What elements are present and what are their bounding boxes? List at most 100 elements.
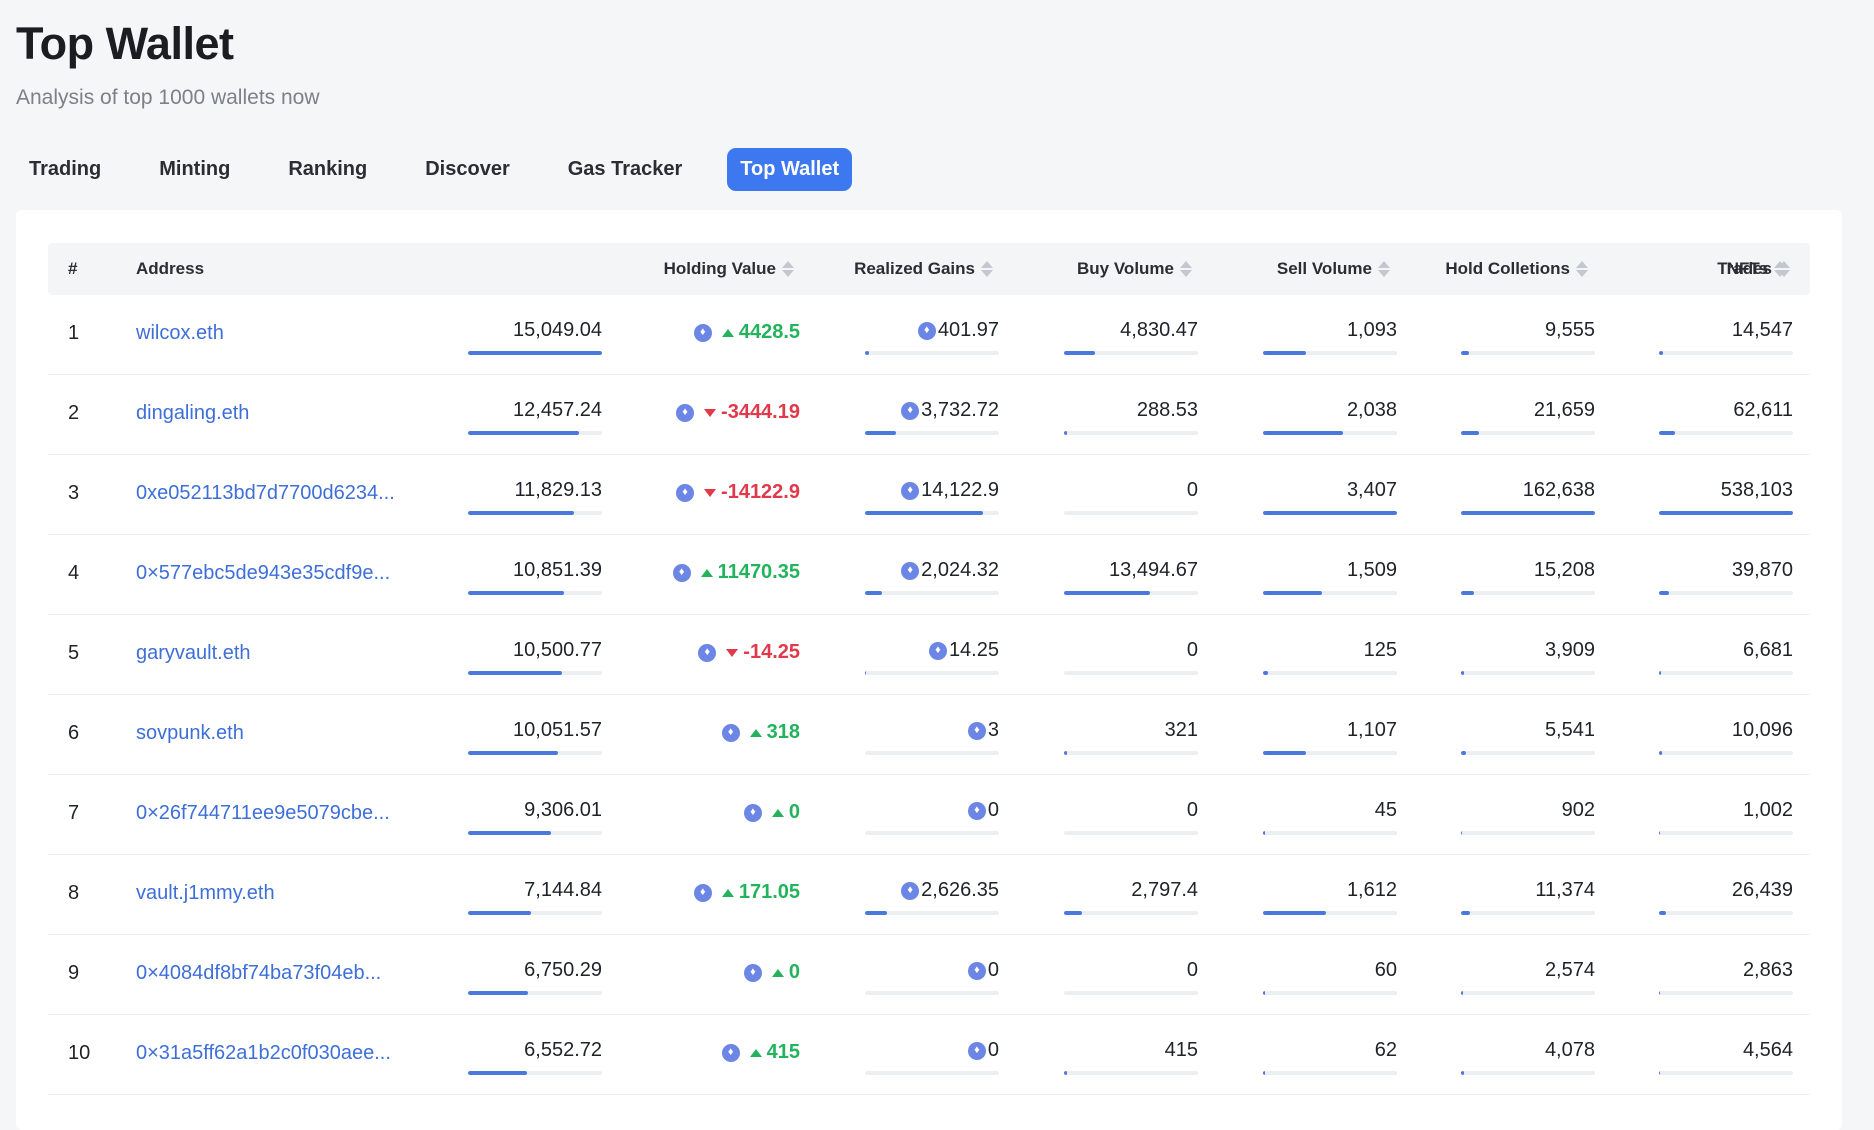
table-row[interactable]: 3 0xe052113bd7d7700d6234... 11,829.13 ♦ 14,1… bbox=[48, 455, 1810, 535]
trades-count-value: 39,870 bbox=[1731, 559, 1793, 581]
sell-volume-bar bbox=[1064, 831, 1198, 835]
tab-trading[interactable]: Trading bbox=[29, 158, 102, 180]
buy-volume-bar bbox=[865, 431, 999, 435]
column-buy-volume[interactable]: Buy Volume bbox=[1077, 243, 1192, 295]
column-trades[interactable]: Trades bbox=[1717, 243, 1790, 295]
hold-collections-value: 2,038 bbox=[1346, 399, 1397, 421]
trades-count-value: 4,564 bbox=[1742, 1039, 1793, 1061]
wallet-address-link[interactable]: garyvault.eth bbox=[136, 642, 251, 664]
buy-volume-cell: ♦ 14.25 bbox=[865, 639, 999, 679]
tab-gas-tracker[interactable]: Gas Tracker bbox=[567, 158, 683, 180]
tab-minting[interactable]: Minting bbox=[159, 158, 231, 180]
wallet-address-link[interactable]: wilcox.eth bbox=[136, 322, 224, 344]
realized-gains-cell: ♦ -3444.19 bbox=[660, 401, 800, 441]
rank-cell: 5 bbox=[68, 642, 80, 664]
nfts-count-bar bbox=[1461, 671, 1595, 675]
sort-icon[interactable] bbox=[782, 261, 794, 277]
realized-gains-value: 318 bbox=[766, 721, 800, 743]
buy-volume-cell: ♦ 14,122.9 bbox=[865, 479, 999, 519]
table-row[interactable]: 8 vault.j1mmy.eth 7,144.84 ♦ 2,626.35 2,797.4… bbox=[48, 855, 1810, 935]
sort-icon[interactable] bbox=[1180, 261, 1192, 277]
page-title: Top Wallet bbox=[16, 18, 234, 69]
holding-value-value: 15,049.04 bbox=[513, 319, 602, 341]
wallet-address-link[interactable]: sovpunk.eth bbox=[136, 722, 244, 744]
wallet-address-link[interactable]: 0×31a5ff62a1b2c0f030aee... bbox=[136, 1042, 391, 1064]
trades-count-bar bbox=[1659, 351, 1793, 355]
trades-count-value: 14,547 bbox=[1731, 319, 1793, 341]
nfts-count-bar bbox=[1461, 511, 1595, 515]
sort-icon[interactable] bbox=[1378, 261, 1390, 277]
nfts-count-value: 2,574 bbox=[1544, 959, 1595, 981]
holding-value-value: 10,500.77 bbox=[513, 639, 602, 661]
trades-count-value: 6,681 bbox=[1742, 639, 1793, 661]
holding-value-value: 10,851.39 bbox=[513, 559, 602, 581]
table-row[interactable]: 4 0×577ebc5de943e35cdf9e... 10,851.39 ♦ 2,02… bbox=[48, 535, 1810, 615]
nfts-count-cell: 162,638 bbox=[1461, 479, 1595, 519]
table-row[interactable]: 1 wilcox.eth 15,049.04 ♦ 401.97 4,830.47 1,093… bbox=[48, 295, 1810, 375]
table-row[interactable]: 6 sovpunk.eth 10,051.57 ♦ 3 321 1,107 5,541 10,0… bbox=[48, 695, 1810, 775]
trades-count-cell: 6,681 bbox=[1659, 639, 1793, 679]
rank-cell: 9 bbox=[68, 962, 80, 984]
table-row[interactable]: 5 garyvault.eth 10,500.77 ♦ 14.25 0 125 3,909 6,… bbox=[48, 615, 1810, 695]
table-row[interactable]: 9 0×4084df8bf74ba73f04eb... 6,750.29 ♦ 0 0 60 2… bbox=[48, 935, 1810, 1015]
buy-volume-value: 401.97 bbox=[937, 319, 999, 341]
wallet-address-link[interactable]: dingaling.eth bbox=[136, 402, 250, 424]
trades-count-cell: 4,564 bbox=[1659, 1039, 1793, 1079]
hold-collections-bar bbox=[1263, 351, 1397, 355]
trades-count-cell: 62,611 bbox=[1659, 399, 1793, 439]
trades-count-value: 10,096 bbox=[1731, 719, 1793, 741]
buy-volume-cell: ♦ 2,626.35 bbox=[865, 879, 999, 919]
wallet-address-link[interactable]: 0xe052113bd7d7700d6234... bbox=[136, 482, 395, 504]
rank-cell: 7 bbox=[68, 802, 80, 824]
buy-volume-bar bbox=[865, 911, 999, 915]
holding-value-cell: 11,829.13 bbox=[468, 479, 602, 519]
column-hold-collections[interactable]: Hold Colletions bbox=[1445, 243, 1588, 295]
column-realized-gains[interactable]: Realized Gains bbox=[854, 243, 993, 295]
tab-discover[interactable]: Discover bbox=[425, 158, 510, 180]
sort-icon[interactable] bbox=[1778, 261, 1790, 277]
trades-count-bar bbox=[1659, 991, 1793, 995]
table-row[interactable]: 2 dingaling.eth 12,457.24 ♦ 3,732.72 288.53 2,… bbox=[48, 375, 1810, 455]
buy-volume-bar bbox=[865, 751, 999, 755]
hold-collections-value: 125 bbox=[1363, 639, 1397, 661]
column-address-label: Address bbox=[136, 259, 205, 278]
hold-collections-cell: 60 bbox=[1263, 959, 1397, 999]
triangle-up-icon bbox=[721, 328, 734, 337]
nfts-count-value: 11,374 bbox=[1535, 879, 1595, 901]
sort-icon[interactable] bbox=[1576, 261, 1588, 277]
nfts-count-value: 9,555 bbox=[1544, 319, 1595, 341]
holding-value-bar bbox=[468, 911, 602, 915]
wallet-address-link[interactable]: 0×4084df8bf74ba73f04eb... bbox=[136, 962, 382, 984]
hold-collections-value: 62 bbox=[1374, 1039, 1397, 1061]
sell-volume-bar bbox=[1064, 1071, 1198, 1075]
sell-volume-value: 0 bbox=[1186, 799, 1198, 821]
hold-collections-cell: 45 bbox=[1263, 799, 1397, 839]
column-sell-volume[interactable]: Sell Volume bbox=[1277, 243, 1390, 295]
column-holding-value[interactable]: Holding Value bbox=[664, 243, 794, 295]
ethereum-icon: ♦ bbox=[743, 803, 762, 822]
hold-collections-cell: 2,038 bbox=[1263, 399, 1397, 439]
wallet-address-link[interactable]: vault.j1mmy.eth bbox=[136, 882, 275, 904]
table-header: # Address Holding Value Realized Gains B… bbox=[48, 243, 1810, 295]
tab-top-wallet[interactable]: Top Wallet bbox=[727, 148, 853, 191]
table-row[interactable]: 7 0×26f744711ee9e5079cbe... 9,306.01 ♦ 0 0 45 9… bbox=[48, 775, 1810, 855]
buy-volume-cell: ♦ 3,732.72 bbox=[865, 399, 999, 439]
realized-gains-cell: ♦ 318 bbox=[660, 721, 800, 761]
wallet-table-panel: # Address Holding Value Realized Gains B… bbox=[16, 210, 1842, 1130]
hold-collections-bar bbox=[1263, 671, 1397, 675]
wallet-address-link[interactable]: 0×26f744711ee9e5079cbe... bbox=[136, 802, 390, 824]
nfts-count-value: 902 bbox=[1561, 799, 1595, 821]
nfts-count-bar bbox=[1461, 1071, 1595, 1075]
sell-volume-value: 13,494.67 bbox=[1109, 559, 1198, 581]
nfts-count-value: 15,208 bbox=[1533, 559, 1595, 581]
tab-ranking[interactable]: Ranking bbox=[288, 158, 368, 180]
buy-volume-cell: ♦ 2,024.32 bbox=[865, 559, 999, 599]
holding-value-value: 7,144.84 bbox=[524, 879, 602, 901]
sell-volume-value: 4,830.47 bbox=[1120, 319, 1198, 341]
nfts-count-cell: 11,374 bbox=[1461, 879, 1595, 919]
wallet-address-link[interactable]: 0×577ebc5de943e35cdf9e... bbox=[136, 562, 391, 584]
ethereum-icon: ♦ bbox=[901, 401, 920, 420]
buy-volume-cell: ♦ 3 bbox=[865, 719, 999, 759]
table-row[interactable]: 10 0×31a5ff62a1b2c0f030aee... 6,552.72 ♦ 0 41… bbox=[48, 1015, 1810, 1095]
sort-icon[interactable] bbox=[981, 261, 993, 277]
